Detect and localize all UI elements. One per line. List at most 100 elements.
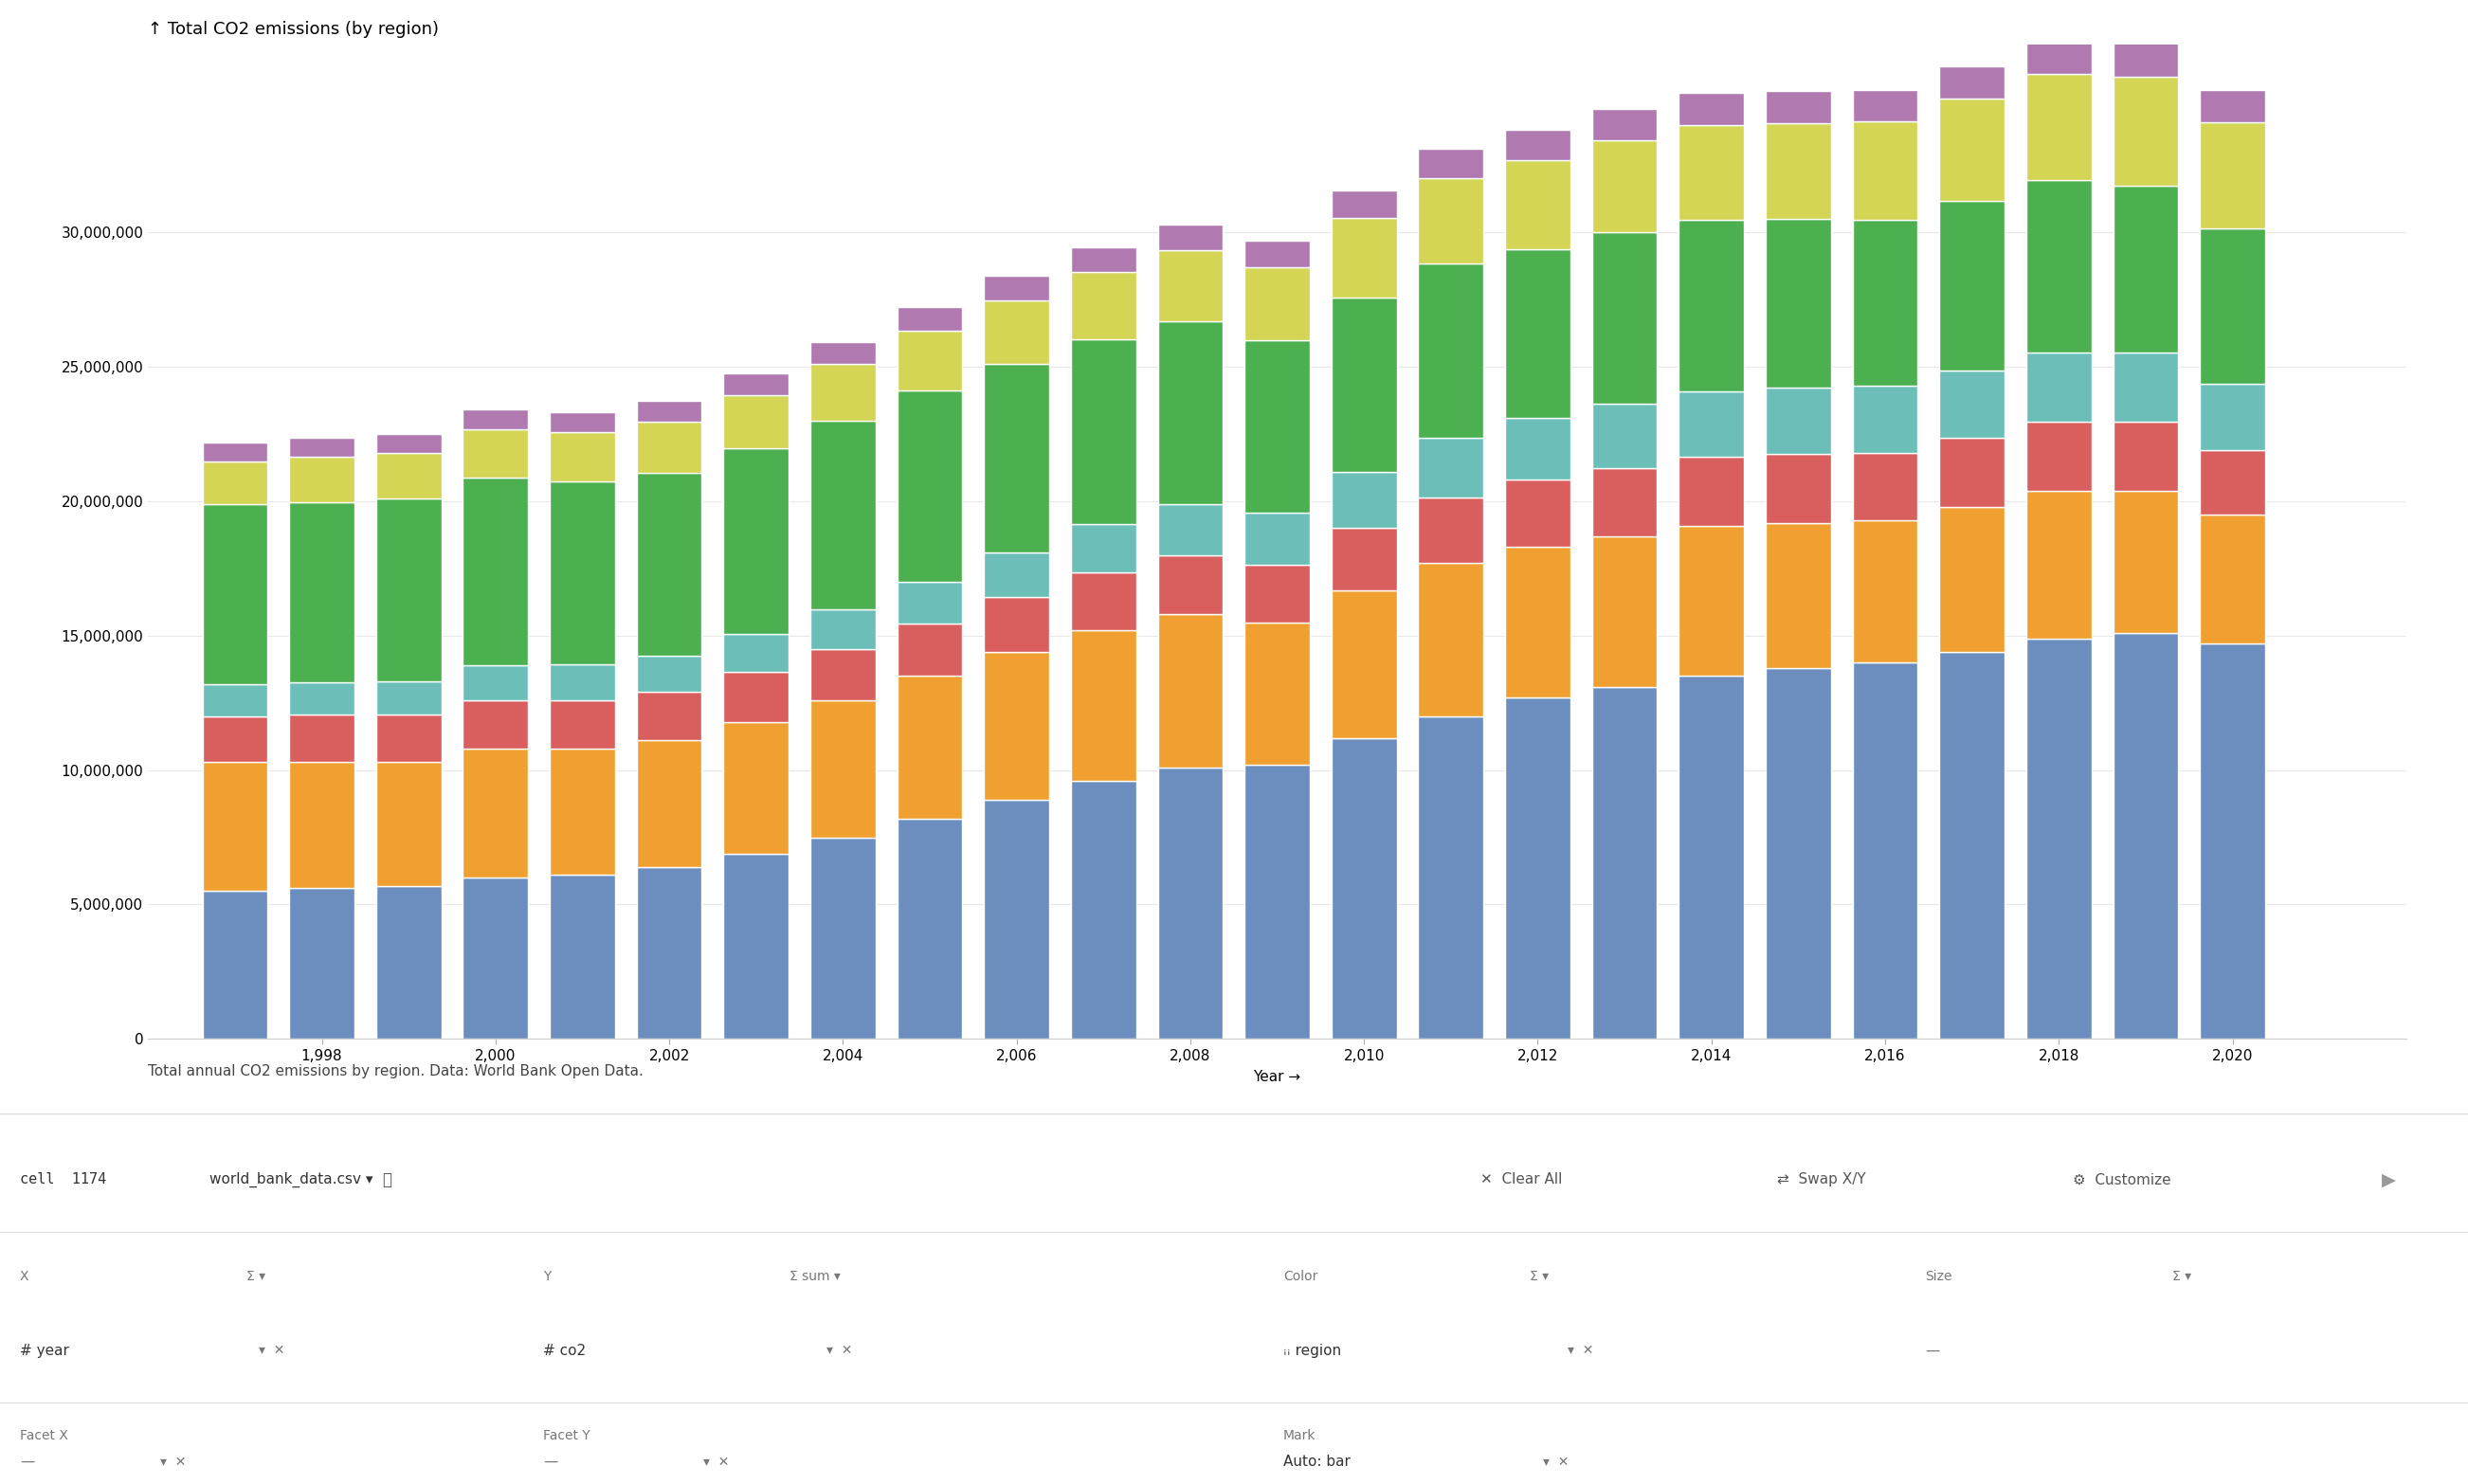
Bar xyxy=(1244,240,1311,267)
Bar xyxy=(1678,457,1745,525)
Bar xyxy=(550,876,615,1039)
Text: Y: Y xyxy=(543,1270,550,1282)
Bar xyxy=(898,331,963,390)
Bar xyxy=(464,410,528,429)
Bar xyxy=(2026,180,2090,352)
Bar xyxy=(723,721,790,853)
Bar xyxy=(985,276,1049,300)
Bar xyxy=(1678,93,1745,125)
Bar xyxy=(289,438,355,457)
Bar xyxy=(202,442,267,462)
Bar xyxy=(1592,687,1656,1039)
Bar xyxy=(2113,43,2179,77)
Text: ↑ Total CO2 emissions (by region): ↑ Total CO2 emissions (by region) xyxy=(148,21,439,37)
Bar xyxy=(810,364,876,421)
Bar xyxy=(723,634,790,672)
Bar xyxy=(1330,528,1397,591)
Bar xyxy=(1330,738,1397,1039)
Bar xyxy=(637,867,701,1039)
Bar xyxy=(1853,386,1918,453)
Text: ▾  ✕: ▾ ✕ xyxy=(1542,1456,1570,1468)
Bar xyxy=(202,717,267,761)
Bar xyxy=(550,432,615,482)
Bar xyxy=(985,800,1049,1039)
Bar xyxy=(464,478,528,665)
Bar xyxy=(898,623,963,677)
Bar xyxy=(1592,232,1656,404)
Bar xyxy=(1419,438,1483,497)
Bar xyxy=(464,700,528,748)
Text: ▾  ✕: ▾ ✕ xyxy=(160,1456,188,1468)
Text: ⇄  Swap X/Y: ⇄ Swap X/Y xyxy=(1777,1172,1866,1187)
Bar xyxy=(1678,677,1745,1039)
Bar xyxy=(637,421,701,473)
Bar xyxy=(2199,384,2266,450)
Bar xyxy=(1244,764,1311,1039)
Bar xyxy=(464,748,528,877)
Bar xyxy=(1071,246,1135,272)
Text: ▶: ▶ xyxy=(2382,1171,2396,1189)
Text: # co2: # co2 xyxy=(543,1343,585,1358)
Text: Σ ▾: Σ ▾ xyxy=(1530,1270,1550,1282)
Bar xyxy=(2113,352,2179,421)
Bar xyxy=(1678,392,1745,457)
Bar xyxy=(1765,123,1831,218)
Bar xyxy=(1071,631,1135,781)
Bar xyxy=(1592,108,1656,139)
Text: world_bank_data.csv ▾: world_bank_data.csv ▾ xyxy=(210,1172,373,1187)
Bar xyxy=(1853,89,1918,122)
Bar xyxy=(1678,125,1745,220)
Bar xyxy=(1853,122,1918,220)
Bar xyxy=(1071,573,1135,631)
Bar xyxy=(202,684,267,717)
Text: Color: Color xyxy=(1283,1270,1318,1282)
Bar xyxy=(985,300,1049,364)
Bar xyxy=(375,499,442,681)
Bar xyxy=(464,877,528,1039)
Bar xyxy=(289,889,355,1039)
Bar xyxy=(723,448,790,634)
Bar xyxy=(1330,218,1397,298)
Bar xyxy=(1765,92,1831,123)
Bar xyxy=(637,692,701,741)
Bar xyxy=(1940,99,2004,200)
Bar xyxy=(810,837,876,1039)
Bar xyxy=(2113,421,2179,491)
Bar xyxy=(1940,438,2004,506)
Bar xyxy=(2026,638,2090,1039)
Bar xyxy=(1592,536,1656,687)
Text: Mark: Mark xyxy=(1283,1429,1315,1442)
Bar xyxy=(1244,622,1311,764)
Text: Σ ▾: Σ ▾ xyxy=(247,1270,267,1282)
Bar xyxy=(1157,251,1224,322)
Bar xyxy=(1330,190,1397,218)
Bar xyxy=(1765,668,1831,1039)
Bar xyxy=(1071,338,1135,524)
Text: ꜟꜟ region: ꜟꜟ region xyxy=(1283,1343,1340,1358)
Text: —: — xyxy=(20,1454,35,1469)
Text: # year: # year xyxy=(20,1343,69,1358)
Bar xyxy=(2026,421,2090,491)
Bar xyxy=(2199,91,2266,123)
Bar xyxy=(1940,200,2004,370)
Bar xyxy=(1505,160,1570,249)
Bar xyxy=(1765,522,1831,668)
Bar xyxy=(985,597,1049,651)
Bar xyxy=(1244,564,1311,622)
Bar xyxy=(1678,525,1745,677)
Bar xyxy=(375,681,442,715)
Bar xyxy=(898,582,963,623)
Bar xyxy=(1853,662,1918,1039)
Bar xyxy=(2113,186,2179,352)
Bar xyxy=(1592,467,1656,536)
Bar xyxy=(1419,497,1483,562)
Bar xyxy=(810,608,876,649)
Bar xyxy=(1157,322,1224,505)
Text: —: — xyxy=(1925,1343,1940,1358)
Bar xyxy=(810,341,876,364)
Bar xyxy=(1244,267,1311,341)
Bar xyxy=(1505,479,1570,548)
Bar xyxy=(289,457,355,502)
Bar xyxy=(637,473,701,656)
Text: cell  1174: cell 1174 xyxy=(20,1172,106,1187)
